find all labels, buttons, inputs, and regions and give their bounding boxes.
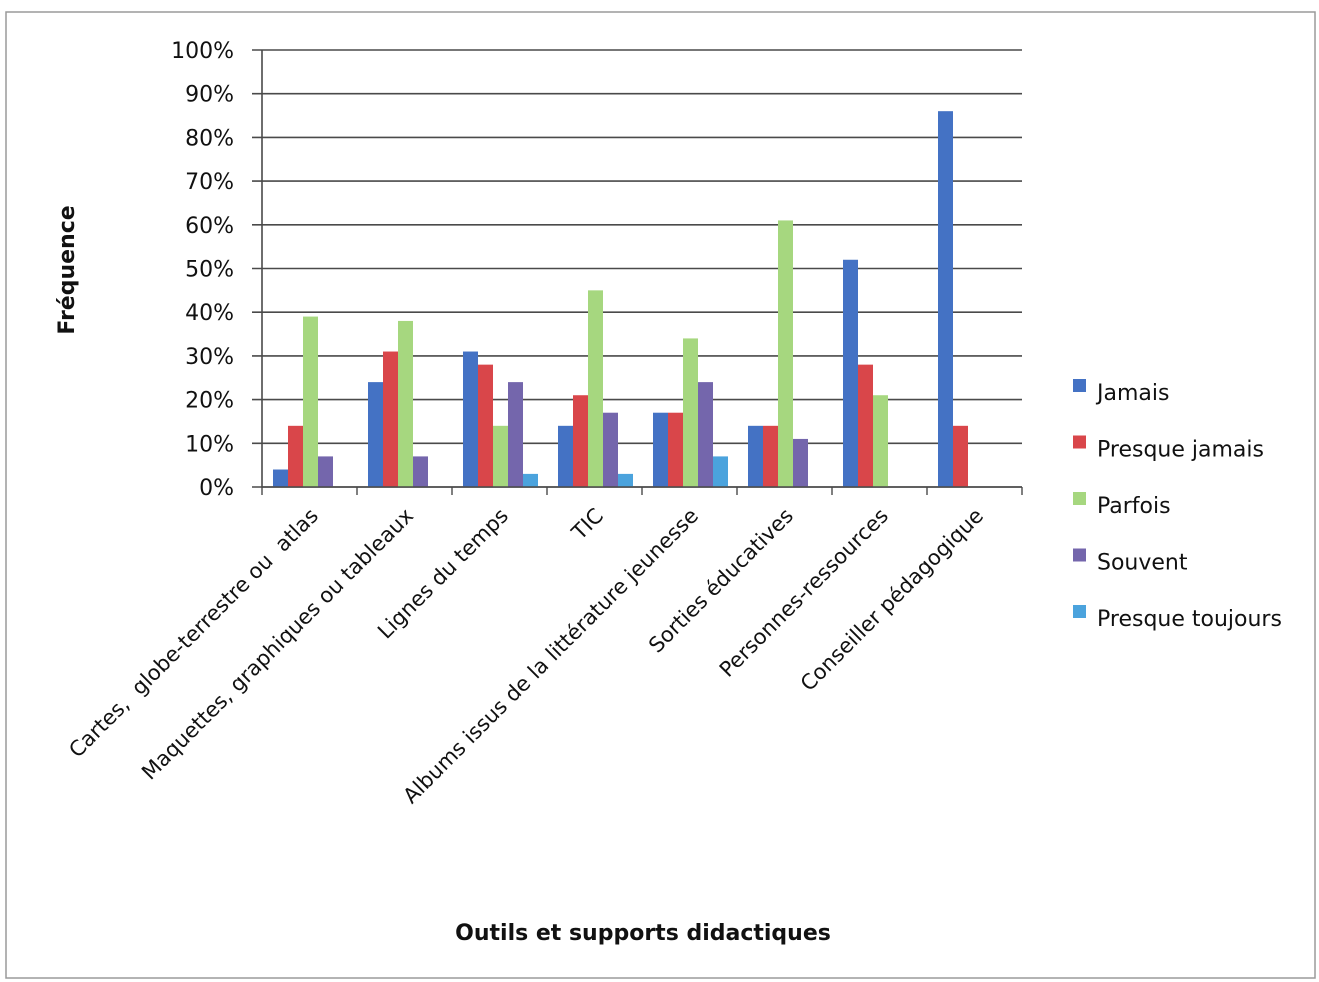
bar — [698, 382, 713, 487]
bar — [843, 259, 858, 487]
bar — [668, 412, 683, 487]
y-tick-label: 70% — [185, 170, 234, 195]
category-label: Conseiller pédagogique — [796, 504, 988, 696]
bar — [463, 351, 478, 487]
y-tick-label: 10% — [185, 432, 234, 457]
bar — [683, 338, 698, 487]
y-tick-label: 100% — [171, 39, 234, 64]
bar — [318, 456, 333, 487]
bar — [618, 473, 633, 487]
bar — [398, 320, 413, 487]
bar — [508, 382, 523, 487]
bar — [368, 382, 383, 487]
category-label: Albums issus de la littérature jeunesse — [398, 504, 703, 809]
bar — [303, 316, 318, 487]
bar — [748, 425, 763, 487]
y-tick-label: 30% — [185, 345, 234, 370]
legend-swatch — [1073, 492, 1086, 505]
bar — [763, 425, 778, 487]
gridlines — [252, 49, 1022, 488]
y-tick-label: 60% — [185, 214, 234, 239]
x-axis-title: Outils et supports didactiques — [455, 921, 831, 946]
legend-label: Presque toujours — [1097, 607, 1282, 632]
y-tick-label: 90% — [185, 83, 234, 108]
bar — [938, 111, 953, 488]
bar — [953, 425, 968, 487]
legend-swatch — [1073, 605, 1086, 618]
legend-swatch — [1073, 548, 1086, 562]
bar — [478, 364, 493, 487]
y-tick-label: 40% — [185, 301, 234, 326]
category-label: TIC — [567, 504, 608, 545]
bar — [793, 438, 808, 487]
bar — [413, 456, 428, 487]
category-label: Personnes-ressources — [715, 504, 893, 682]
bar — [493, 425, 508, 487]
bar — [523, 473, 538, 487]
y-tick-labels: 0% 10% 20% 30% 40% 50% 60% 70% 80% 90% 100% — [171, 39, 234, 501]
bar — [273, 469, 288, 487]
legend-label: Souvent — [1097, 551, 1188, 576]
bars — [273, 111, 968, 488]
bar — [383, 351, 398, 487]
legend-label: Jamais — [1095, 381, 1169, 406]
legend: Jamais Presque jamais Parfois Souvent Presqu… — [1073, 379, 1282, 632]
axes — [261, 50, 1023, 495]
y-tick-label: 0% — [199, 476, 234, 501]
bar — [588, 290, 603, 487]
bar — [573, 395, 588, 487]
legend-label: Presque jamais — [1097, 438, 1264, 463]
category-labels: Cartes, globe-terrestre ou atlasMaquette… — [64, 504, 988, 809]
bar — [558, 425, 573, 487]
bar — [713, 456, 728, 487]
y-tick-label: 80% — [185, 126, 234, 151]
bar — [778, 220, 793, 487]
bar — [653, 412, 668, 487]
y-axis-title: Fréquence — [55, 205, 80, 334]
y-tick-label: 20% — [185, 389, 234, 414]
bar — [873, 395, 888, 487]
bar — [288, 425, 303, 487]
bar — [603, 412, 618, 487]
bar — [858, 364, 873, 487]
legend-swatch — [1073, 435, 1086, 449]
y-tick-label: 50% — [185, 258, 234, 283]
legend-label: Parfois — [1097, 494, 1171, 519]
chart-border — [5, 11, 1316, 979]
legend-swatch — [1073, 379, 1086, 392]
